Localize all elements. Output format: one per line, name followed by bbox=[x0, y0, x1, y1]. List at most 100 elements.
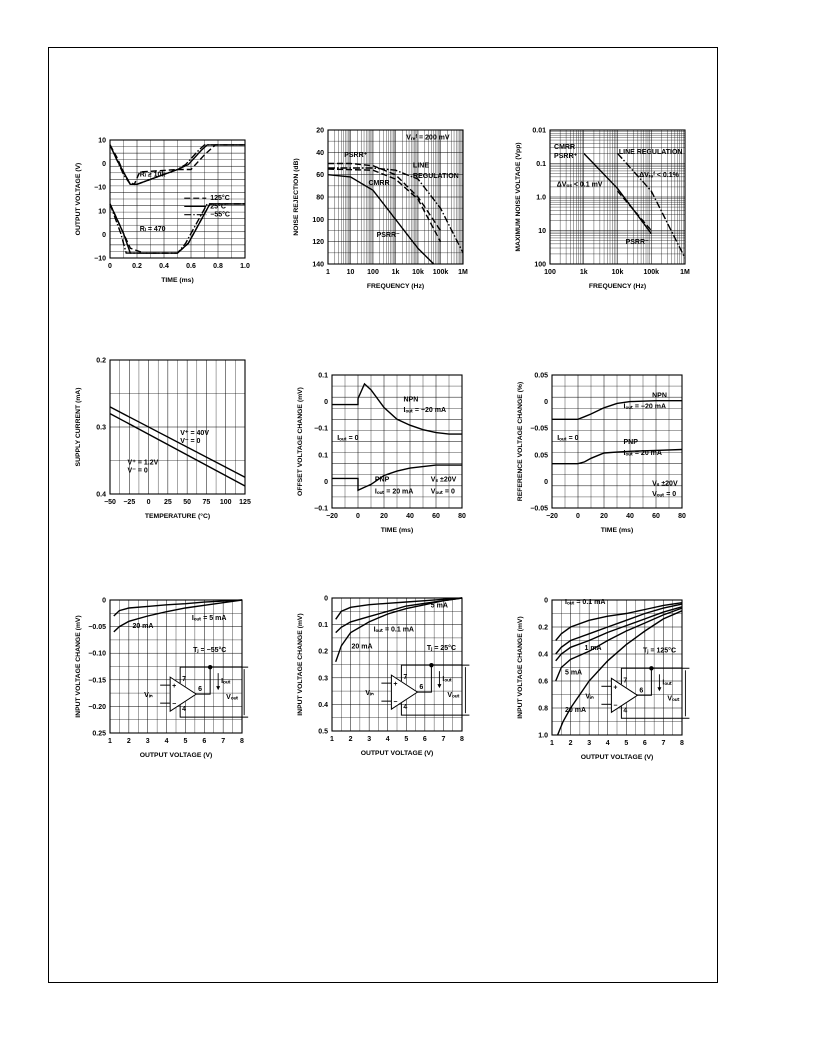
x-tick-label: 6 bbox=[202, 738, 206, 745]
schematic-label: + bbox=[393, 681, 397, 688]
page-frame bbox=[48, 47, 718, 983]
schematic-label: Iₒᵤₜ bbox=[662, 679, 671, 686]
y-axis-title: SUPPLY CURRENT (mA) bbox=[75, 388, 82, 467]
y-tick-label: 0 bbox=[324, 596, 328, 603]
schematic-label: Vₒᵤₜ bbox=[447, 692, 459, 699]
x-tick-label: 50 bbox=[183, 499, 191, 506]
x-tick-label: 125 bbox=[239, 499, 251, 506]
chart-max-noise-voltage-vs-frequency: 100 1k 10k 100k 1M 0.01 0.1 1.0 10 100 FREQUENCY (… bbox=[510, 120, 720, 295]
y-axis-title: INPUT VOLTAGE CHANGE (mV) bbox=[75, 615, 82, 717]
x-tick-label: 20 bbox=[600, 513, 608, 520]
x-tick-label: 1.0 bbox=[240, 263, 250, 270]
x-tick-label: 4 bbox=[165, 738, 169, 745]
chart-supply-current-vs-temperature: −50 −25 0 25 50 75 100 125 0.2 0.3 0.4 TEMPERATURE … bbox=[62, 350, 262, 540]
series-line bbox=[109, 144, 245, 186]
annotation-label: 5 mA bbox=[565, 669, 582, 676]
y-tick-label: 0.05 bbox=[534, 452, 548, 459]
schematic-label: 6 bbox=[639, 687, 643, 694]
x-tick-label: 25 bbox=[164, 499, 172, 506]
y-tick-label: 40 bbox=[316, 150, 324, 157]
y-tick-label: 0.25 bbox=[92, 731, 106, 738]
grid bbox=[332, 598, 462, 731]
schematic-label: Vₒᵤₜ bbox=[226, 694, 238, 701]
x-tick-label: 1 bbox=[326, 269, 330, 276]
schematic-label: 7 bbox=[623, 677, 627, 684]
annotation-label: ΔVᵣₑᶠ < 0.1% bbox=[639, 172, 679, 179]
x-tick-label: 5 bbox=[404, 736, 408, 743]
x-tick-label: 1 bbox=[550, 740, 554, 747]
chart-output-voltage-vs-time: 0 0.2 0.4 0.6 0.8 1.0 10 0 −10 10 0 −10 TIME (ms) OUT… bbox=[62, 120, 262, 295]
annotation-label: CMRR bbox=[369, 180, 390, 187]
y-tick-label: 100 bbox=[534, 262, 546, 269]
x-tick-label: −25 bbox=[123, 499, 135, 506]
annotation-label: 1 mA bbox=[585, 645, 602, 652]
schematic-label: Vᵢₙ bbox=[365, 690, 374, 697]
annotation-label: PSRR⁺ bbox=[344, 152, 367, 159]
annotation-label: CMRR bbox=[554, 144, 575, 151]
y-tick-label: 0 bbox=[102, 161, 106, 168]
x-tick-label: 100k bbox=[643, 269, 659, 276]
plot-frame bbox=[331, 374, 463, 509]
annotation-label: 20 mA bbox=[565, 707, 586, 714]
y-axis-title: NOISE REJECTION (dB) bbox=[293, 158, 300, 235]
series-line bbox=[109, 406, 246, 478]
x-tick-label: 4 bbox=[386, 736, 390, 743]
annotation-label: Iₒᵤₜ = 20 mA bbox=[375, 488, 413, 495]
series-line bbox=[552, 448, 683, 465]
x-tick-label: 7 bbox=[661, 740, 665, 747]
x-axis-title: OUTPUT VOLTAGE (V) bbox=[581, 754, 654, 761]
y-tick-label: 0.1 bbox=[318, 373, 328, 380]
y-tick-label: −0.05 bbox=[88, 624, 106, 631]
x-tick-label: 8 bbox=[240, 738, 244, 745]
grid bbox=[110, 360, 245, 494]
chart-svg: 100 1k 10k 100k 1M 0.01 0.1 1.0 10 100 FREQUENCY (… bbox=[515, 128, 690, 291]
y-tick-label: −10 bbox=[94, 185, 106, 192]
x-axis-title: TIME (ms) bbox=[381, 527, 413, 534]
series-line bbox=[327, 168, 442, 243]
schematic-label: − bbox=[172, 701, 176, 708]
x-tick-label: 0 bbox=[108, 263, 112, 270]
x-tick-label: 40 bbox=[626, 513, 634, 520]
y-tick-label: 1.0 bbox=[538, 733, 548, 740]
chart-offset-voltage-change-vs-time: −20 0 20 40 60 80 0.1 0 −0.1 0.1 0 −0.1 TIME (ms) OFF… bbox=[290, 365, 500, 555]
plot-frame bbox=[109, 139, 246, 259]
y-tick-label: −10 bbox=[94, 256, 106, 263]
legend-label: 125°C bbox=[210, 194, 230, 202]
y-tick-label: 0.01 bbox=[532, 128, 546, 135]
plot-frame bbox=[551, 374, 683, 509]
annotation-label: Iₒᵤₜ = 0.1 mA bbox=[565, 599, 605, 606]
annotation-label: Vᵣₑᶠ = 200 mV bbox=[406, 134, 450, 141]
annotation-label: Iₒᵤₜ = 0.1 mA bbox=[374, 626, 414, 633]
y-axis-title: MAXIMUM NOISE VOLTAGE (Vpp) bbox=[515, 142, 522, 251]
annotation-label: Iₒᵤₜ = 0 bbox=[557, 435, 578, 442]
x-tick-label: 0 bbox=[147, 499, 151, 506]
x-tick-label: 75 bbox=[203, 499, 211, 506]
x-tick-label: 0.8 bbox=[213, 263, 223, 270]
plot-frame bbox=[551, 599, 683, 736]
x-tick-label: 0.2 bbox=[132, 263, 142, 270]
y-tick-label: 10 bbox=[98, 138, 106, 145]
y-tick-label: 80 bbox=[316, 195, 324, 202]
x-axis-title: OUTPUT VOLTAGE (V) bbox=[361, 750, 434, 757]
y-axis-title: OUTPUT VOLTAGE (V) bbox=[75, 163, 82, 236]
annotation-label: Iₒᵤₜ = 0 bbox=[337, 435, 358, 442]
plot-frame bbox=[109, 359, 246, 495]
chart-svg: −20 0 20 40 60 80 0.05 0 −0.05 0.05 0 −0.05 TIME (ms… bbox=[517, 373, 686, 535]
series-line bbox=[328, 162, 442, 231]
annotation-label: 20 mA bbox=[132, 623, 153, 630]
annotation-label: Vₒᵤₜ = 0 bbox=[652, 491, 676, 498]
series-line bbox=[327, 174, 435, 265]
schematic-label: 4 bbox=[403, 704, 407, 711]
y-tick-label: 0 bbox=[544, 479, 548, 486]
annotation-label: LINE bbox=[413, 163, 429, 170]
legend: 125°C25°C−55°C bbox=[184, 194, 230, 219]
opamp-schematic: 7 6 4 Iₒᵤₜ Vᵢₙ Vₒᵤₜ + − bbox=[144, 664, 249, 718]
x-tick-label: 100k bbox=[433, 269, 449, 276]
x-axis-title: FREQUENCY (Hz) bbox=[367, 283, 424, 290]
schematic-label: Iₒᵤₜ bbox=[221, 678, 230, 685]
chart-input-voltage-change-125c: 1 2 3 4 5 6 7 8 0 0.2 0.4 0.6 0.8 1.0 OUTPUT VOLTAGE (… bbox=[510, 590, 720, 780]
annotation-label: V⁺ = 1.2V bbox=[128, 460, 159, 467]
annotation-label: Iₒᵤₜ = 5 mA bbox=[192, 615, 227, 622]
y-tick-label: 0.6 bbox=[538, 679, 548, 686]
